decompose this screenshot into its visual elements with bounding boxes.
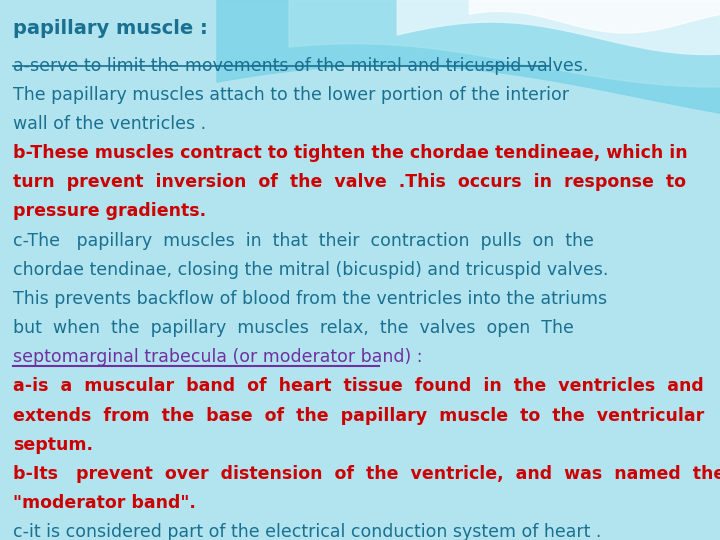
Text: The papillary muscles attach to the lower portion of the interior: The papillary muscles attach to the lowe… bbox=[13, 86, 569, 104]
Text: but  when  the  papillary  muscles  relax,  the  valves  open  The: but when the papillary muscles relax, th… bbox=[13, 319, 574, 337]
Text: septomarginal trabecula (or moderator band) :: septomarginal trabecula (or moderator ba… bbox=[13, 348, 423, 366]
Text: "moderator band".: "moderator band". bbox=[13, 494, 196, 512]
Text: septum.: septum. bbox=[13, 436, 93, 454]
Text: a-serve to limit the movements of the mitral and tricuspid valves.: a-serve to limit the movements of the mi… bbox=[13, 57, 588, 75]
Text: extends  from  the  base  of  the  papillary  muscle  to  the  ventricular: extends from the base of the papillary m… bbox=[13, 407, 704, 424]
Text: b-Its   prevent  over  distension  of  the  ventricle,  and  was  named  the: b-Its prevent over distension of the ven… bbox=[13, 465, 720, 483]
Text: a-is  a  muscular  band  of  heart  tissue  found  in  the  ventricles  and: a-is a muscular band of heart tissue fou… bbox=[13, 377, 703, 395]
Text: This prevents backflow of blood from the ventricles into the atriums: This prevents backflow of blood from the… bbox=[13, 290, 607, 308]
Text: chordae tendinae, closing the mitral (bicuspid) and tricuspid valves.: chordae tendinae, closing the mitral (bi… bbox=[13, 261, 608, 279]
Text: papillary muscle :: papillary muscle : bbox=[13, 19, 207, 38]
Text: c-The   papillary  muscles  in  that  their  contraction  pulls  on  the: c-The papillary muscles in that their co… bbox=[13, 232, 594, 249]
Text: turn  prevent  inversion  of  the  valve  .This  occurs  in  response  to: turn prevent inversion of the valve .Thi… bbox=[13, 173, 686, 191]
Text: wall of the ventricles .: wall of the ventricles . bbox=[13, 115, 206, 133]
Text: c-it is considered part of the electrical conduction system of heart .: c-it is considered part of the electrica… bbox=[13, 523, 601, 540]
Text: b-These muscles contract to tighten the chordae tendineae, which in: b-These muscles contract to tighten the … bbox=[13, 144, 688, 162]
Text: pressure gradients.: pressure gradients. bbox=[13, 202, 206, 220]
